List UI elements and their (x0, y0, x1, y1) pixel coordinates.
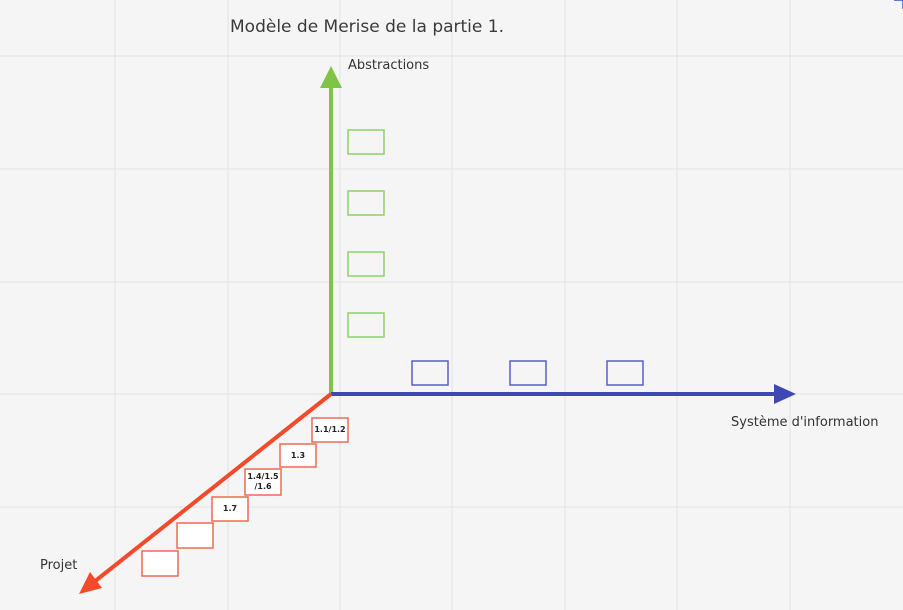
projet-box (311, 417, 349, 443)
blue-boxes (411, 360, 644, 386)
systeme-box (509, 360, 547, 386)
green-boxes (347, 129, 385, 338)
abstraction-box (347, 190, 385, 216)
projet-box (211, 496, 249, 522)
abstraction-box (347, 251, 385, 277)
axis-label-systeme-information: Système d'information (731, 415, 879, 430)
projet-box-label: 1.4/1.5/1.6 (247, 472, 279, 491)
page-title: Modèle de Merise de la partie 1. (230, 17, 504, 37)
abstraction-box (347, 312, 385, 338)
projet-box-label: 1.3 (290, 451, 306, 460)
abstraction-box (347, 129, 385, 155)
axis-projet-arrowhead (79, 572, 102, 594)
systeme-box (411, 360, 449, 386)
projet-box (244, 468, 282, 496)
axis-systeme-arrowhead (774, 384, 796, 404)
systeme-box (606, 360, 644, 386)
axis-projet-line (92, 392, 333, 584)
red-boxes (141, 417, 349, 577)
axis-label-projet: Projet (40, 558, 78, 573)
projet-box (176, 522, 214, 549)
projet-box (279, 443, 317, 468)
axes (79, 66, 796, 594)
projet-box (141, 550, 179, 577)
projet-box-label: 1.7 (222, 504, 238, 513)
axis-abstractions-arrowhead (320, 66, 342, 88)
corner-resize-icon (894, 0, 903, 9)
axis-label-abstractions: Abstractions (348, 58, 430, 73)
projet-box-label: 1.1/1.2 (314, 425, 346, 434)
